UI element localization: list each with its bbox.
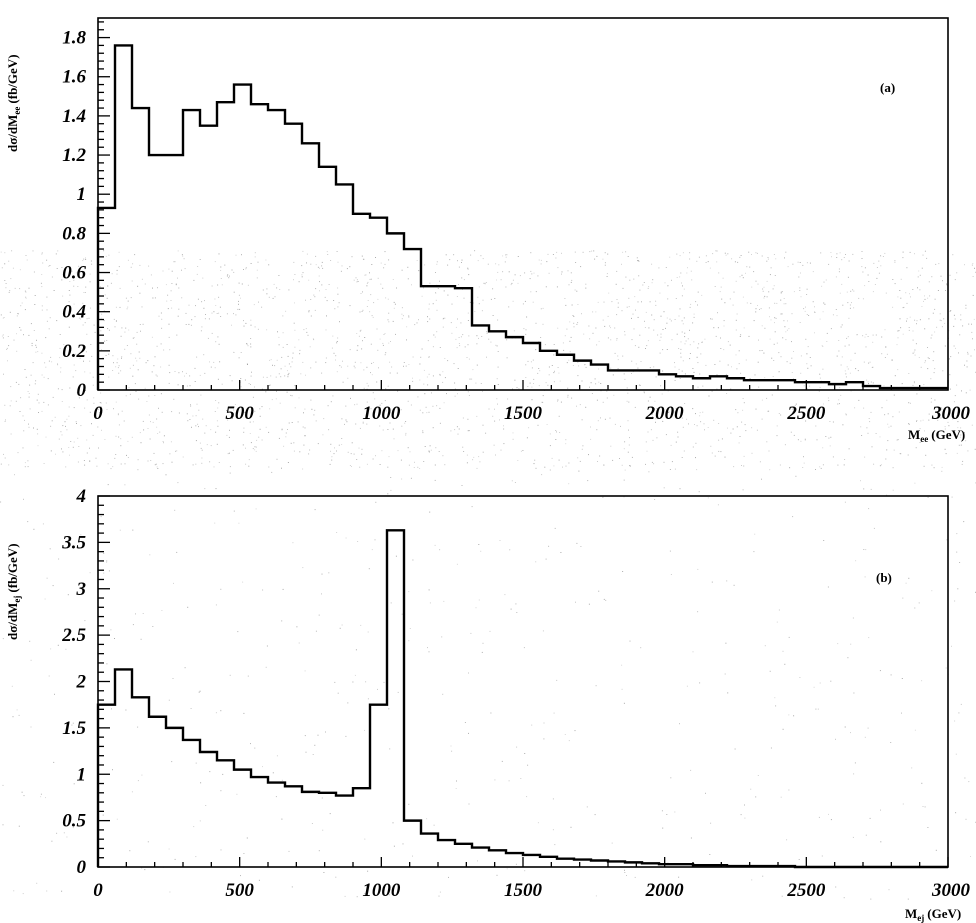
panel-a-x-tick-labels: 0 500 1000 1500 2000 2500 3000 [93,403,970,424]
x-tick-label: 500 [225,403,254,424]
panel-a-label: (a) [880,80,895,95]
x-tick-label: 1500 [504,880,543,901]
x-tick-label: 2000 [645,403,685,424]
panel-a-x-axis-label: Mee (GeV) [908,427,965,444]
panel-a-y-axis-symbol: dσ/dM [5,115,20,152]
panel-b-label: (b) [876,570,892,585]
panel-b-frame [97,495,949,868]
panel-b-x-axis-label: Mej (GeV) [905,906,961,923]
panel-b-y-axis-unit: (fb/GeV) [5,543,20,592]
y-tick-label: 1.8 [62,28,86,49]
x-tick-label: 3000 [931,880,971,901]
y-tick-label: 1 [77,764,87,785]
panel-a-y-axis-label: dσ/dMee (fb/GeV) [5,54,22,152]
panel-a-x-axis-unit: (GeV) [931,427,965,442]
panel-a-x-axis-subscript: ee [920,434,928,444]
x-tick-label: 2500 [786,403,826,424]
panel-b-y-axis-subscript: ej [12,596,22,603]
y-tick-label: 1.4 [62,106,86,127]
scan-noise-texture [0,250,976,900]
x-tick-label: 2500 [786,880,826,901]
y-tick-label: 0 [77,380,87,401]
y-tick-label: 1.2 [62,145,86,166]
x-tick-label: 3000 [931,403,971,424]
panel-a-y-tick-labels: 0 0.2 0.4 0.6 0.8 1 1.2 1.4 1.6 1.8 [62,28,86,401]
panel-a-y-axis-subscript: ee [12,107,22,115]
y-tick-label: 0.2 [62,341,86,362]
panel-b-x-axis-subscript: ej [917,913,924,923]
panel-b-y-axis-label: dσ/dMej (fb/GeV) [5,543,22,640]
panel-a-y-axis-unit: (fb/GeV) [5,54,20,103]
panel-b-y-axis-symbol: dσ/dM [5,603,20,640]
y-tick-label: 0.4 [62,302,86,323]
y-tick-label: 0.6 [62,263,86,284]
y-tick-label: 1 [77,184,87,205]
y-tick-label: 3 [76,579,87,600]
x-tick-label: 1000 [362,403,401,424]
x-tick-label: 1000 [362,880,401,901]
panel-b-x-axis-symbol: M [905,906,917,921]
panel-b-ticks [97,495,949,868]
x-tick-label: 500 [225,880,254,901]
panel-a: 0 0.2 0.4 0.6 0.8 1 1.2 1.4 1.6 1.8 0 500 1000 1500 2… [5,17,971,444]
panel-b-histogram-line [96,529,948,869]
panel-a-histogram-line [96,44,948,390]
panel-a-x-axis-symbol: M [908,427,920,442]
x-tick-label: 0 [93,880,103,901]
panel-a-ticks [97,21,949,391]
y-tick-label: 3.5 [61,532,86,553]
y-tick-label: 4 [76,486,87,507]
x-tick-label: 1500 [504,403,543,424]
y-tick-label: 1.6 [62,67,86,88]
y-tick-label: 2 [76,672,87,693]
panel-b-y-tick-labels: 0 0.5 1 1.5 2 2.5 3 3.5 4 [61,486,86,878]
y-tick-label: 1.5 [62,718,86,739]
y-tick-label: 2.5 [61,625,86,646]
y-tick-label: 0 [77,857,87,878]
panel-b-x-tick-labels: 0 500 1000 1500 2000 2500 3000 [93,880,970,901]
y-tick-label: 0.5 [62,811,86,832]
x-tick-label: 2000 [645,880,685,901]
y-tick-label: 0.8 [62,223,86,244]
panel-a-frame [97,17,949,391]
panel-b: 0 0.5 1 1.5 2 2.5 3 3.5 4 0 500 1000 1500 2000 2500 30… [5,486,971,923]
panel-b-x-axis-unit: (GeV) [927,906,961,921]
x-tick-label: 0 [93,403,103,424]
